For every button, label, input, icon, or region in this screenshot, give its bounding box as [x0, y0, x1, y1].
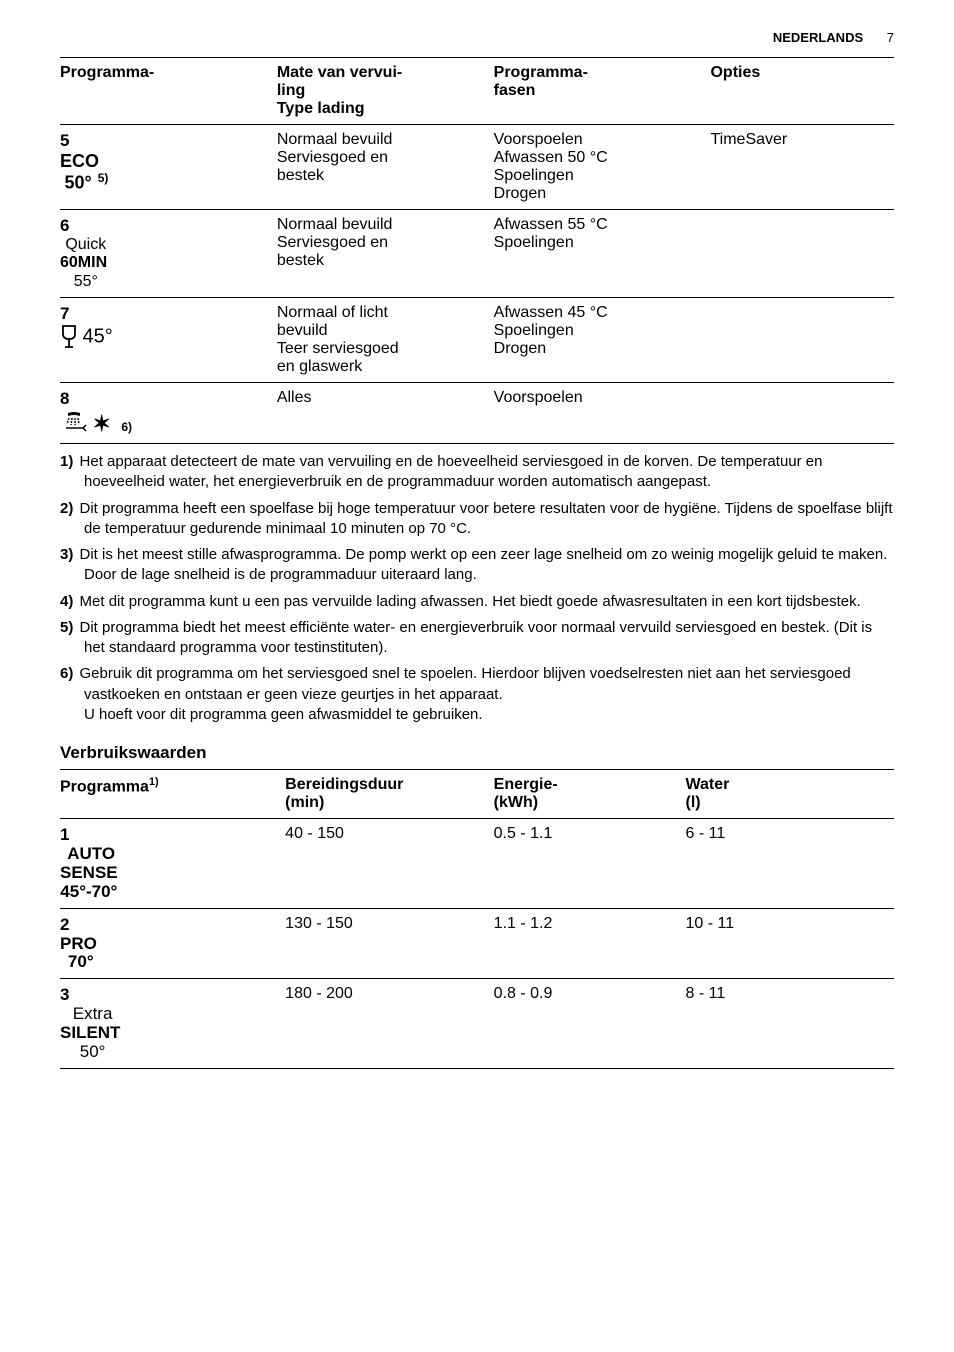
th-duration: Bereidingsduur(min): [285, 770, 494, 819]
footnote-2: 2) Dit programma heeft een spoelfase bij…: [60, 499, 894, 540]
program-8: 8 ✶ 6): [60, 383, 277, 444]
footnote-1: 1) Het apparaat detecteert de mate van v…: [60, 452, 894, 493]
glass-icon: [60, 324, 78, 353]
table-row: 5 ECO 50°5) Normaal bevuild Serviesgoed …: [60, 125, 894, 210]
th-program: Programma-: [60, 58, 277, 125]
footnote-3: 3) Dit is het meest stille afwasprogramm…: [60, 545, 894, 586]
program-v2: 2 PRO 70°: [60, 908, 285, 979]
values-table: Programma1) Bereidingsduur(min) Energie-…: [60, 769, 894, 1068]
program-7: 7 45°: [60, 298, 277, 383]
th-program2: Programma1): [60, 770, 285, 819]
water-cell: 8 - 11: [685, 979, 894, 1068]
header-page: 7: [887, 30, 894, 45]
program-v1: 1 AUTO SENSE 45°-70°: [60, 819, 285, 908]
duration-cell: 180 - 200: [285, 979, 494, 1068]
programs-table: Programma- Mate van vervui- ling Type la…: [60, 57, 894, 444]
table-row: 1 AUTO SENSE 45°-70° 40 - 150 0.5 - 1.1 …: [60, 819, 894, 908]
phase-cell: Afwassen 45 °C Spoelingen Drogen: [494, 298, 711, 383]
water-cell: 10 - 11: [685, 908, 894, 979]
water-cell: 6 - 11: [685, 819, 894, 908]
eco-icon: ECO 50°5): [60, 151, 108, 194]
th-water: Water(l): [685, 770, 894, 819]
header-lang: NEDERLANDS: [773, 30, 863, 45]
phase-cell: Voorspoelen: [494, 383, 711, 444]
table-row: 6 Quick 60MIN 55° Normaal bevuild Servie…: [60, 210, 894, 298]
duration-cell: 40 - 150: [285, 819, 494, 908]
energy-cell: 0.8 - 0.9: [494, 979, 686, 1068]
opt-cell: TimeSaver: [710, 125, 894, 210]
autosense-icon: AUTO SENSE 45°-70°: [60, 845, 118, 901]
footnote-6: 6) Gebruik dit programma om het serviesg…: [60, 664, 894, 725]
quick-icon: Quick 60MIN 55°: [60, 236, 107, 291]
footnote-5: 5) Dit programma biedt het meest efficië…: [60, 618, 894, 659]
footnote-4: 4) Met dit programma kunt u een pas verv…: [60, 592, 894, 612]
footnotes-block: 1) Het apparaat detecteert de mate van v…: [60, 452, 894, 725]
table-row: 8 ✶ 6) Alles Voorspoelen: [60, 383, 894, 444]
energy-cell: 0.5 - 1.1: [494, 819, 686, 908]
soil-cell: Normaal bevuild Serviesgoed en bestek: [277, 210, 494, 298]
th-energy: Energie-(kWh): [494, 770, 686, 819]
soil-cell: Normaal of licht bevuild Teer serviesgoe…: [277, 298, 494, 383]
table-row: 2 PRO 70° 130 - 150 1.1 - 1.2 10 - 11: [60, 908, 894, 979]
th-soil: Mate van vervui- ling Type lading: [277, 58, 494, 125]
shower-icon: [60, 416, 88, 433]
table-row: 3 Extra SILENT 50° 180 - 200 0.8 - 0.9 8…: [60, 979, 894, 1068]
star-icon: ✶: [92, 411, 110, 437]
duration-cell: 130 - 150: [285, 908, 494, 979]
phase-cell: Voorspoelen Afwassen 50 °C Spoelingen Dr…: [494, 125, 711, 210]
section-title: Verbruikswaarden: [60, 743, 894, 763]
pro-icon: PRO 70°: [60, 935, 97, 972]
program-v3: 3 Extra SILENT 50°: [60, 979, 285, 1068]
th-phases: Programma- fasen: [494, 58, 711, 125]
th-options: Opties: [710, 58, 894, 125]
soil-cell: Alles: [277, 383, 494, 444]
page-header: NEDERLANDS 7: [60, 30, 894, 45]
soil-cell: Normaal bevuild Serviesgoed en bestek: [277, 125, 494, 210]
program-6: 6 Quick 60MIN 55°: [60, 210, 277, 298]
silent-icon: Extra SILENT 50°: [60, 1005, 120, 1061]
table-row: 7 45° Normaal of licht bevuild Teer serv…: [60, 298, 894, 383]
energy-cell: 1.1 - 1.2: [494, 908, 686, 979]
program-5: 5 ECO 50°5): [60, 125, 277, 210]
phase-cell: Afwassen 55 °C Spoelingen: [494, 210, 711, 298]
